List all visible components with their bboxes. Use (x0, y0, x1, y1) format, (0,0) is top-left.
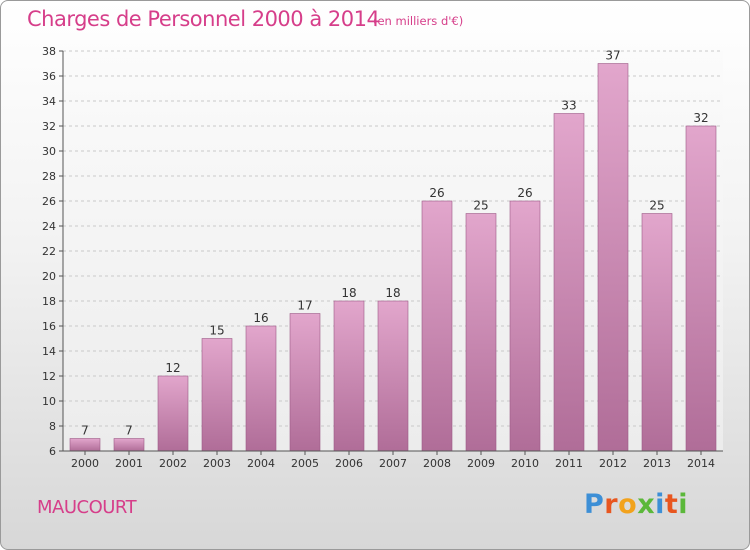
y-tick-label: 10 (42, 395, 56, 408)
y-tick-label: 14 (42, 345, 56, 358)
x-tick-label: 2014 (687, 457, 715, 470)
bar (245, 325, 277, 452)
bar (157, 375, 189, 452)
y-tick-label: 8 (49, 420, 56, 433)
bar-value-label: 7 (81, 424, 89, 438)
logo-letter: i (655, 489, 665, 520)
x-tick-label: 2009 (467, 457, 495, 470)
y-tick-label: 26 (42, 195, 56, 208)
logo-letter: x (637, 489, 656, 520)
x-tick-label: 2008 (423, 457, 451, 470)
logo-letter: P (584, 489, 605, 520)
y-tick-label: 30 (42, 145, 56, 158)
y-tick-label: 34 (42, 95, 56, 108)
y-tick-label: 36 (42, 70, 56, 83)
y-tick-label: 22 (42, 245, 56, 258)
bar (333, 300, 365, 452)
x-tick-label: 2013 (643, 457, 671, 470)
x-tick-label: 2004 (247, 457, 275, 470)
x-tick-label: 2012 (599, 457, 627, 470)
y-tick-label: 38 (42, 45, 56, 58)
bar (69, 438, 101, 452)
x-tick-label: 2000 (71, 457, 99, 470)
x-tick-label: 2005 (291, 457, 319, 470)
bar-value-label: 15 (209, 324, 224, 338)
x-tick-label: 2002 (159, 457, 187, 470)
bar-value-label: 12 (165, 361, 180, 375)
x-tick-label: 2001 (115, 457, 143, 470)
x-tick-label: 2003 (203, 457, 231, 470)
bar (289, 313, 321, 452)
bar (465, 213, 497, 452)
bar-value-label: 17 (297, 299, 312, 313)
x-axis: 2000 2001 2002 2003 2004 2005 2006 2007 2008 2009… (63, 450, 723, 470)
bar-value-label: 26 (517, 186, 532, 200)
bar-value-label: 33 (561, 99, 576, 113)
bar (377, 300, 409, 452)
y-tick-label: 24 (42, 220, 56, 233)
chart-title: Charges de Personnel 2000 à 2014 (27, 7, 380, 31)
bar (641, 213, 673, 452)
bar (553, 113, 585, 452)
bar (201, 338, 233, 452)
bar (113, 438, 145, 452)
bar-value-label: 25 (649, 199, 664, 213)
bar-value-label: 25 (473, 199, 488, 213)
bar-value-label: 7 (125, 424, 133, 438)
y-tick-label: 12 (42, 370, 56, 383)
y-tick-label: 32 (42, 120, 56, 133)
y-axis: 6 8 10 12 14 16 18 20 22 24 26 28 30 32 34 36 38 (42, 45, 64, 458)
bar (509, 200, 541, 452)
y-tick-label: 28 (42, 170, 56, 183)
bar-value-label: 32 (693, 111, 708, 125)
x-tick-label: 2011 (555, 457, 583, 470)
y-tick-label: 20 (42, 270, 56, 283)
bar-value-label: 26 (429, 186, 444, 200)
commune-name: MAUCOURT (37, 497, 137, 518)
x-tick-label: 2006 (335, 457, 363, 470)
logo-letter: i (678, 489, 689, 520)
bar-value-label: 37 (605, 49, 620, 63)
proxiti-logo: Proxiti (584, 489, 688, 520)
bar-value-label: 18 (385, 286, 400, 300)
logo-letter: r (604, 489, 619, 520)
bar (597, 63, 629, 452)
bar-value-label: 16 (253, 311, 268, 325)
x-tick-label: 2010 (511, 457, 539, 470)
bar (685, 125, 717, 452)
y-tick-label: 18 (42, 295, 56, 308)
bar-value-label: 18 (341, 286, 356, 300)
bars: 7 7 12 15 16 17 18 18 26 25 26 33 37 25 32 (69, 49, 717, 452)
logo-letter: o (618, 489, 638, 520)
chart-subtitle: (en milliers d'€) (373, 14, 464, 28)
y-tick-label: 6 (49, 445, 56, 458)
y-tick-label: 16 (42, 320, 56, 333)
logo-letter: t (664, 489, 679, 520)
x-tick-label: 2007 (379, 457, 407, 470)
bar (421, 200, 453, 452)
